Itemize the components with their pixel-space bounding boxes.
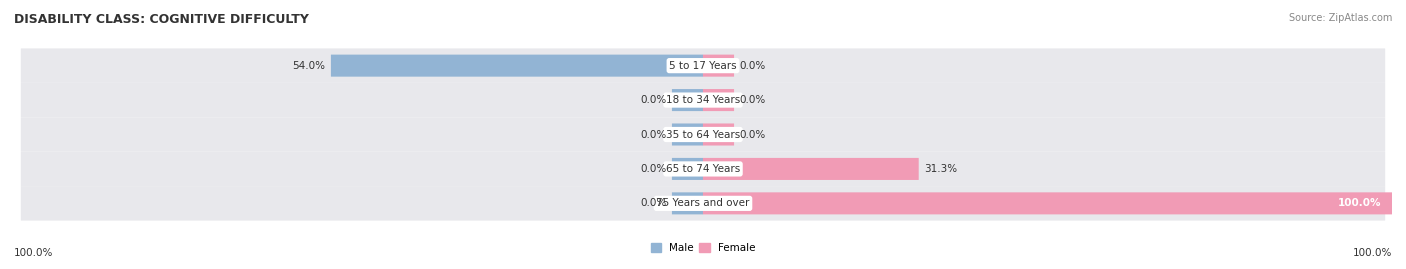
Text: 54.0%: 54.0%: [292, 61, 325, 71]
FancyBboxPatch shape: [703, 123, 734, 146]
Text: 65 to 74 Years: 65 to 74 Years: [666, 164, 740, 174]
Text: 5 to 17 Years: 5 to 17 Years: [669, 61, 737, 71]
FancyBboxPatch shape: [703, 192, 1392, 214]
FancyBboxPatch shape: [672, 158, 703, 180]
FancyBboxPatch shape: [703, 158, 918, 180]
FancyBboxPatch shape: [672, 123, 703, 146]
Text: 0.0%: 0.0%: [640, 198, 666, 208]
FancyBboxPatch shape: [21, 186, 1385, 221]
Text: 100.0%: 100.0%: [1353, 248, 1392, 258]
Text: 0.0%: 0.0%: [740, 129, 766, 140]
Legend: Male, Female: Male, Female: [651, 243, 755, 253]
FancyBboxPatch shape: [21, 117, 1385, 152]
FancyBboxPatch shape: [703, 89, 734, 111]
Text: 35 to 64 Years: 35 to 64 Years: [666, 129, 740, 140]
FancyBboxPatch shape: [672, 192, 703, 214]
FancyBboxPatch shape: [21, 152, 1385, 186]
Text: 0.0%: 0.0%: [740, 61, 766, 71]
Text: 100.0%: 100.0%: [1339, 198, 1382, 208]
Text: 0.0%: 0.0%: [640, 95, 666, 105]
FancyBboxPatch shape: [330, 55, 703, 77]
Text: 0.0%: 0.0%: [640, 164, 666, 174]
Text: Source: ZipAtlas.com: Source: ZipAtlas.com: [1288, 13, 1392, 23]
Text: 18 to 34 Years: 18 to 34 Years: [666, 95, 740, 105]
FancyBboxPatch shape: [672, 89, 703, 111]
Text: 75 Years and over: 75 Years and over: [657, 198, 749, 208]
Text: DISABILITY CLASS: COGNITIVE DIFFICULTY: DISABILITY CLASS: COGNITIVE DIFFICULTY: [14, 13, 309, 26]
Text: 31.3%: 31.3%: [924, 164, 957, 174]
Text: 0.0%: 0.0%: [740, 95, 766, 105]
Text: 100.0%: 100.0%: [14, 248, 53, 258]
FancyBboxPatch shape: [21, 83, 1385, 117]
FancyBboxPatch shape: [703, 55, 734, 77]
FancyBboxPatch shape: [21, 48, 1385, 83]
Text: 0.0%: 0.0%: [640, 129, 666, 140]
